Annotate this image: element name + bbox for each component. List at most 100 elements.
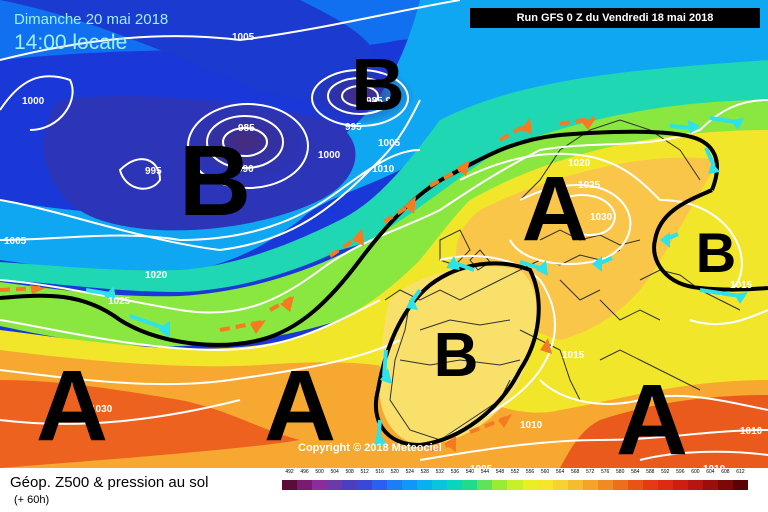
copyright: Copyright © 2018 Meteociel	[298, 442, 442, 454]
pressure-systems: BB A BBA A A	[36, 43, 736, 468]
color-scale-swatch	[282, 480, 298, 490]
color-scale-swatch	[372, 480, 388, 490]
color-scale-swatch	[327, 480, 343, 490]
color-scale-label: 592	[661, 469, 670, 475]
color-scale-label: 580	[616, 469, 625, 475]
color-scale	[282, 480, 748, 490]
high-pressure-marker: A	[264, 350, 336, 462]
color-scale-swatch	[717, 480, 733, 490]
color-scale-swatch	[387, 480, 403, 490]
low-pressure-marker: B	[179, 125, 251, 237]
band-dark-blue	[0, 0, 380, 99]
pressure-label: 985 9	[366, 96, 391, 107]
pressure-label: 1015	[730, 280, 753, 291]
pressure-label: 1015	[562, 350, 585, 361]
pressure-label: 1000	[318, 150, 341, 161]
color-scale-label: 536	[450, 469, 460, 475]
color-scale-swatch	[417, 480, 433, 490]
pressure-label: 1025	[108, 296, 131, 307]
color-scale-swatch	[357, 480, 373, 490]
forecast-time: 14:00 locale	[14, 31, 128, 54]
color-scale-label: 608	[721, 469, 730, 475]
color-scale-swatch	[627, 480, 643, 490]
color-scale-label: 544	[480, 469, 490, 475]
color-scale-label: 516	[375, 469, 384, 475]
color-scale-label: 572	[585, 469, 595, 475]
run-banner: Run GFS 0 Z du Vendredi 18 mai 2018	[470, 8, 760, 28]
pressure-label: 1005	[4, 236, 27, 247]
band-red-southeast	[560, 395, 768, 468]
color-scale-label: 568	[570, 469, 580, 475]
color-scale-label: 600	[691, 469, 700, 475]
forecast-date: Dimanche 20 mai 2018	[14, 11, 169, 28]
pressure-label: 1030	[90, 404, 113, 415]
low-pressure-marker: B	[696, 221, 736, 284]
low-pressure-marker: B	[351, 43, 404, 126]
legend-footer: Géop. Z500 & pression au sol (+ 60h) 492…	[0, 468, 768, 512]
color-scale-swatch	[672, 480, 688, 490]
pressure-labels: 1005 1000 985 990 995 985 9 995 1000 1005 1010 100…	[4, 32, 763, 468]
pressure-label: 1005	[378, 138, 401, 149]
color-scale-swatch	[462, 480, 478, 490]
high-pressure-marker: A	[522, 158, 588, 260]
color-scale-label: 524	[405, 469, 414, 475]
color-scale-swatch	[522, 480, 538, 490]
color-scale-swatch	[702, 480, 718, 490]
pressure-label: 995	[145, 166, 162, 177]
color-scale-label: 492	[285, 469, 294, 475]
pressure-label: 985	[238, 123, 255, 134]
pressure-label: 1010	[520, 420, 543, 431]
color-scale-swatch	[297, 480, 313, 490]
high-pressure-marker: A	[616, 364, 688, 468]
color-scale-swatch	[537, 480, 553, 490]
pressure-label: 1005	[470, 464, 493, 468]
color-scale-label: 596	[676, 469, 685, 475]
color-scale-label: 520	[390, 469, 399, 475]
color-scale-swatch	[612, 480, 628, 490]
color-scale-swatch	[687, 480, 703, 490]
pressure-label: 1030	[590, 212, 613, 223]
band-red-southwest	[0, 380, 300, 468]
color-scale-label: 560	[540, 469, 550, 475]
legend-subtitle: (+ 60h)	[14, 494, 50, 506]
low-core-west	[185, 104, 305, 180]
color-scale-label: 612	[736, 469, 745, 475]
color-scale-label: 500	[315, 469, 324, 475]
color-scale-swatch	[657, 480, 673, 490]
color-scale-label: 552	[510, 469, 520, 475]
color-scale-label: 512	[360, 469, 369, 475]
low-core-north	[305, 65, 415, 125]
color-scale-label: 508	[345, 469, 354, 475]
pressure-label: 1020	[568, 158, 591, 169]
color-scale-label: 504	[330, 469, 339, 475]
color-scale-swatch	[312, 480, 328, 490]
pressure-label: 995	[345, 122, 362, 133]
color-scale-label: 576	[601, 469, 610, 475]
color-scale-swatch	[477, 480, 493, 490]
color-scale-label: 564	[555, 469, 565, 475]
color-scale-swatch	[432, 480, 448, 490]
color-scale-swatch	[567, 480, 583, 490]
color-scale-swatch	[642, 480, 658, 490]
color-scale-label: 588	[646, 469, 655, 475]
pressure-label: 990	[237, 164, 254, 175]
weather-map: 1005 1000 985 990 995 985 9 995 1000 1005 1010 100…	[0, 0, 768, 468]
color-scale-swatch	[342, 480, 358, 490]
map-svg: 1005 1000 985 990 995 985 9 995 1000 1005 1010 100…	[0, 0, 768, 468]
color-scale-swatch	[507, 480, 523, 490]
legend-title: Géop. Z500 & pression au sol	[10, 474, 209, 491]
color-scale-label: 496	[300, 469, 309, 475]
wind-arrows	[0, 116, 748, 452]
color-scale-label: 556	[525, 469, 535, 475]
pressure-label: 1010	[372, 164, 395, 175]
band-cyan	[0, 0, 768, 276]
pressure-label: 1010	[740, 426, 763, 437]
color-scale-swatch	[582, 480, 598, 490]
color-scale-swatch	[492, 480, 508, 490]
high-pressure-marker: A	[36, 350, 108, 462]
color-scale-label: 548	[495, 469, 505, 475]
color-scale-label: 584	[631, 469, 640, 475]
color-scale-label: 532	[435, 469, 444, 475]
band-teal	[0, 60, 768, 292]
pressure-label: 1000	[22, 96, 45, 107]
